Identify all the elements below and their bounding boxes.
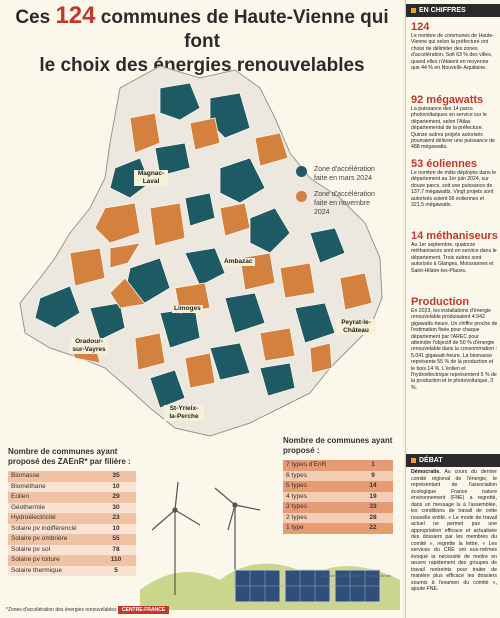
stat-block: 53 éoliennes Le nombre de mâts déployés … xyxy=(411,158,497,209)
city-label-st-yrieix: St-Yrieix-la-Perche xyxy=(164,405,204,421)
legend-label-mars: Zone d'accélération faite en mars 2024 xyxy=(314,166,375,182)
table-row: Biomasse 35 xyxy=(8,471,136,482)
table-row: 2 types 28 xyxy=(283,512,393,523)
source-note: Source : préfecture de la Haute-Vienne xyxy=(322,573,392,578)
city-label-oradour: Oradour-sur-Vayres xyxy=(70,338,108,354)
orange-dot-icon xyxy=(296,191,307,202)
table-filieres: Nombre de communes ayant proposé des ZAE… xyxy=(8,447,136,576)
credit-badge: CENTRE-FRANCE xyxy=(118,606,170,614)
title-line2: le choix des énergies renouvelables xyxy=(39,55,365,76)
table-row: Solaire pv toiture 110 xyxy=(8,555,136,566)
city-label-magnac-laval: Magnac-Laval xyxy=(134,170,168,186)
table-row: Solaire pv ombrière 55 xyxy=(8,534,136,545)
solar-panel-icon xyxy=(234,569,381,603)
city-label-peyrat: Peyrat-le-Château xyxy=(336,319,376,335)
debat-text: Démocratie. Au cours du dernier comité r… xyxy=(411,469,497,592)
sidebar: EN CHIFFRES 124 Le nombre de communes de… xyxy=(405,0,500,618)
stat-block: 14 méthaniseurs Au 1er septembre, quator… xyxy=(411,230,498,274)
title-suffix: communes de Haute-Vienne qui font xyxy=(100,7,389,52)
stat-block: Production En 2023, les installations d'… xyxy=(411,296,498,391)
stat-block: 124 Le nombre de communes de Haute-Vienn… xyxy=(411,21,495,72)
table-row: Hydroélectricité 23 xyxy=(8,513,136,524)
table-row: Biométhane 10 xyxy=(8,481,136,492)
zones-mars-2024 xyxy=(34,82,346,409)
city-label-ambazac: Ambazac xyxy=(222,258,255,266)
table-row: 6 types 9 xyxy=(283,470,393,481)
table-row: 7 types d'EnR 1 xyxy=(283,460,393,471)
table-row: 1 type 22 xyxy=(283,523,393,534)
legend-label-novembre: Zone d'accélération faite en novembre 20… xyxy=(314,191,375,216)
wind-turbine-icon xyxy=(151,481,201,595)
table-row: Solaire pv indifférencié 10 xyxy=(8,523,136,534)
table-row: 5 types 14 xyxy=(283,481,393,492)
table-types: Nombre de communes ayant proposé : 7 typ… xyxy=(283,436,393,534)
table-types-body: 7 types d'EnR 1 6 types 9 5 types 14 4 type… xyxy=(283,460,393,534)
energy-illustration xyxy=(140,481,400,610)
table-row: 3 types 33 xyxy=(283,502,393,513)
table-row: Solaire thermique 5 xyxy=(8,565,136,576)
table-filieres-body: Biomasse 35 Biométhane 10 Eolien 29 Géother… xyxy=(8,471,136,576)
table-filieres-title: Nombre de communes ayant proposé des ZAE… xyxy=(8,447,131,466)
square-icon xyxy=(411,457,416,463)
table-row: Solaire pv sol 78 xyxy=(8,544,136,555)
teal-dot-icon xyxy=(296,166,307,177)
page-title: Ces 124 communes de Haute-Vienne qui fon… xyxy=(4,4,400,78)
table-row: Géothermie 30 xyxy=(8,502,136,513)
title-number: 124 xyxy=(55,2,96,29)
footnote: *Zones d'accélération des énergies renou… xyxy=(6,607,117,613)
sidebar-header-chiffres: EN CHIFFRES xyxy=(406,4,500,17)
city-label-limoges: Limoges xyxy=(172,305,203,313)
table-types-title: Nombre de communes ayant proposé : xyxy=(283,436,393,455)
main-infographic: Ces 124 communes de Haute-Vienne qui fon… xyxy=(4,3,400,614)
title-prefix: Ces xyxy=(15,7,51,28)
sidebar-header-debat: DÉBAT xyxy=(406,454,500,467)
square-icon xyxy=(411,7,416,13)
stat-block: 92 mégawatts La puissance des 14 parcs p… xyxy=(411,94,495,151)
table-row: Eolien 29 xyxy=(8,492,136,503)
haute-vienne-map xyxy=(19,65,383,437)
table-row: 4 types 19 xyxy=(283,491,393,502)
